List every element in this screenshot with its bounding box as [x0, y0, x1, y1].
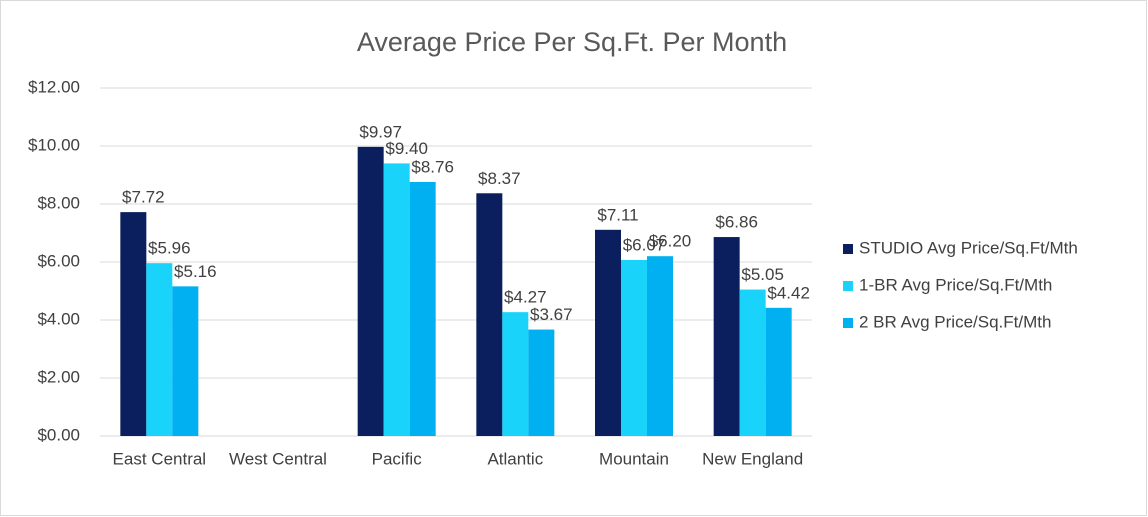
bar — [713, 237, 740, 436]
data-label: $8.76 — [411, 157, 454, 176]
data-label: $3.67 — [530, 305, 573, 324]
y-tick-label: $2.00 — [37, 367, 80, 386]
y-tick-label: $10.00 — [28, 135, 80, 154]
x-tick-label: West Central — [229, 449, 327, 468]
x-tick-label: East Central — [113, 449, 207, 468]
y-tick-label: $8.00 — [37, 193, 80, 212]
data-label: $4.27 — [504, 288, 547, 307]
bar — [172, 286, 199, 436]
bar — [765, 307, 792, 436]
data-label: $6.86 — [715, 213, 758, 232]
data-label: $6.20 — [649, 232, 692, 251]
data-label: $5.05 — [741, 265, 784, 284]
y-tick-label: $6.00 — [37, 251, 80, 270]
data-label: $9.40 — [385, 139, 428, 158]
data-label: $5.96 — [148, 239, 191, 258]
bar — [528, 329, 555, 436]
bar — [647, 256, 673, 436]
data-label: $9.97 — [359, 122, 402, 141]
data-label: $4.42 — [767, 283, 810, 302]
legend-label: STUDIO Avg Price/Sq.Ft/Mth — [859, 238, 1078, 257]
bar — [357, 146, 384, 436]
legend-swatch — [843, 318, 853, 328]
legend-label: 1-BR Avg Price/Sq.Ft/Mth — [859, 275, 1052, 294]
bar — [595, 229, 621, 436]
y-tick-label: $4.00 — [37, 309, 80, 328]
data-label: $7.11 — [597, 205, 638, 224]
x-tick-label: Pacific — [372, 449, 423, 468]
y-tick-label: $12.00 — [28, 77, 80, 96]
legend-label: 2 BR Avg Price/Sq.Ft/Mth — [859, 312, 1051, 331]
bar — [120, 212, 147, 436]
data-label: $7.72 — [122, 188, 165, 207]
legend-swatch — [843, 281, 853, 291]
data-label: $6.07 — [623, 235, 666, 254]
bar — [739, 289, 766, 436]
data-label: $5.16 — [174, 262, 217, 281]
y-tick-label: $0.00 — [37, 425, 80, 444]
bar — [146, 263, 173, 436]
data-label: $8.37 — [478, 169, 521, 188]
x-tick-label: Mountain — [599, 449, 669, 468]
bar — [621, 259, 647, 436]
bar — [502, 312, 529, 436]
chart-title: Average Price Per Sq.Ft. Per Month — [357, 27, 787, 57]
bar — [383, 163, 410, 436]
x-tick-label: New England — [702, 449, 803, 468]
bar — [476, 193, 503, 436]
x-tick-label: Atlantic — [487, 449, 543, 468]
bar — [409, 181, 436, 436]
legend-swatch — [843, 244, 853, 254]
